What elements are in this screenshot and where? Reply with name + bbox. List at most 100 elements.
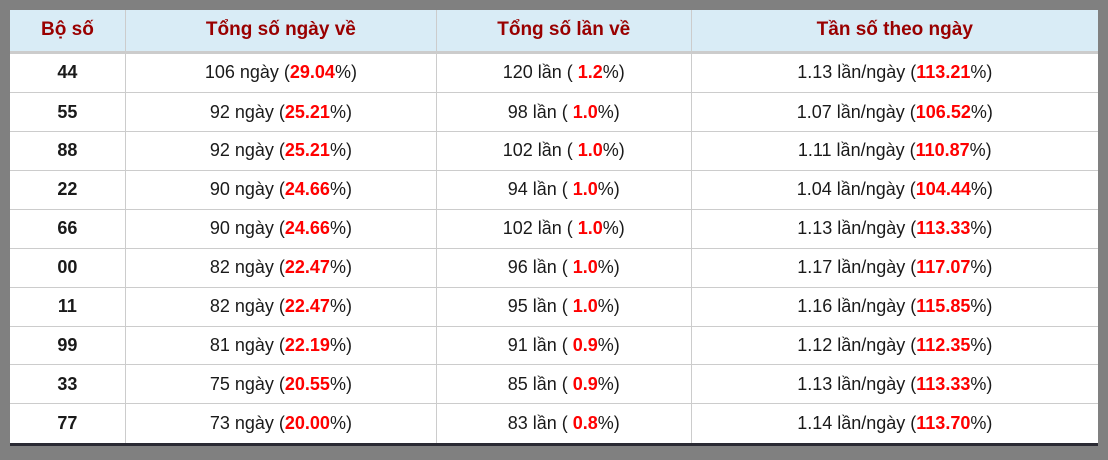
highlight-percent: 110.87: [915, 140, 970, 161]
highlight-percent: 25.21: [284, 140, 330, 161]
frequency-cell: 1.12 lần/ngày (112.35%): [690, 325, 1098, 365]
days-cell: 106 ngày (29.04%): [124, 52, 437, 93]
cell-text: 120 lần (: [502, 62, 578, 83]
days-cell: 90 ngày (24.66%): [124, 208, 437, 249]
pair-number-cell: 22: [10, 169, 126, 210]
cell-text: %): [602, 62, 625, 83]
cell-text: 90 ngày (: [209, 179, 285, 200]
days-cell: 81 ngày (22.19%): [124, 325, 437, 365]
cell-text: %): [970, 334, 993, 355]
cell-text: %): [597, 334, 620, 355]
table-row: 77 73 ngày (20.00%) 83 lần ( 0.8%) 1.14 lần…: [10, 403, 1098, 445]
cell-text: 1.11 lần/ngày (: [797, 140, 916, 161]
table-row: 11 82 ngày (22.47%) 95 lần ( 1.0%) 1.16 lần…: [10, 286, 1098, 326]
highlight-percent: 24.66: [284, 218, 330, 239]
table-row: 33 75 ngày (20.55%) 85 lần ( 0.9%) 1.13 lần…: [10, 364, 1098, 404]
cell-text: 92 ngày (: [209, 140, 285, 161]
pair-number-cell: 11: [10, 286, 126, 326]
cell-text: %): [602, 218, 625, 239]
cell-text: %): [334, 62, 357, 83]
cell-text: %): [970, 179, 993, 200]
frequency-cell: 1.13 lần/ngày (113.21%): [690, 52, 1098, 93]
days-cell: 90 ngày (24.66%): [124, 169, 437, 210]
cell-text: %): [597, 257, 620, 278]
highlight-percent: 1.0: [572, 296, 598, 317]
cell-text: 96 lần (: [507, 257, 573, 278]
pair-number-cell: 66: [10, 208, 126, 249]
times-cell: 83 lần ( 0.8%): [435, 403, 692, 445]
frequency-cell: 1.17 lần/ngày (117.07%): [690, 247, 1098, 288]
cell-text: 85 lần (: [507, 373, 573, 394]
frequency-cell: 1.07 lần/ngày (106.52%): [690, 92, 1098, 132]
cell-text: %): [597, 179, 620, 200]
cell-text: 1.13 lần/ngày (: [797, 62, 917, 83]
highlight-percent: 1.0: [572, 179, 598, 200]
cell-text: %): [597, 101, 620, 122]
times-cell: 91 lần ( 0.9%): [435, 325, 692, 365]
times-cell: 120 lần ( 1.2%): [435, 52, 692, 93]
highlight-percent: 117.07: [916, 257, 971, 278]
highlight-percent: 1.0: [572, 101, 598, 122]
cell-text: %): [329, 413, 352, 434]
highlight-percent: 113.33: [916, 218, 971, 239]
lottery-stats-table: Bộ số Tổng số ngày về Tổng số lần về Tần…: [10, 10, 1098, 446]
cell-text: %): [970, 296, 993, 317]
times-cell: 98 lần ( 1.0%): [435, 92, 692, 132]
days-cell: 92 ngày (25.21%): [124, 131, 437, 171]
highlight-percent: 113.33: [916, 373, 971, 394]
table-row: 22 90 ngày (24.66%) 94 lần ( 1.0%) 1.04 lần…: [10, 169, 1098, 210]
table-row: 99 81 ngày (22.19%) 91 lần ( 0.9%) 1.12 lần…: [10, 325, 1098, 365]
highlight-percent: 24.66: [284, 179, 330, 200]
cell-text: 1.13 lần/ngày (: [797, 218, 917, 239]
column-header-frequency: Tần số theo ngày: [690, 10, 1098, 54]
cell-text: %): [329, 296, 352, 317]
pair-number-cell: 77: [10, 403, 126, 445]
highlight-percent: 113.70: [916, 413, 971, 434]
highlight-percent: 1.2: [577, 62, 603, 83]
highlight-percent: 0.9: [572, 373, 598, 394]
highlight-percent: 115.85: [916, 296, 971, 317]
highlight-percent: 20.00: [284, 413, 330, 434]
cell-text: 81 ngày (: [209, 334, 285, 355]
cell-text: 82 ngày (: [209, 257, 285, 278]
highlight-percent: 0.8: [572, 413, 598, 434]
cell-text: %): [602, 140, 625, 161]
cell-text: 1.17 lần/ngày (: [797, 257, 917, 278]
table-row: 00 82 ngày (22.47%) 96 lần ( 1.0%) 1.17 lần…: [10, 247, 1098, 288]
times-cell: 94 lần ( 1.0%): [435, 169, 692, 210]
cell-text: 1.13 lần/ngày (: [797, 373, 917, 394]
days-cell: 92 ngày (25.21%): [124, 92, 437, 132]
cell-text: 102 lần (: [502, 218, 578, 239]
cell-text: 91 lần (: [507, 334, 573, 355]
cell-text: %): [329, 101, 352, 122]
column-header-total-times: Tổng số lần về: [435, 10, 692, 54]
highlight-percent: 113.21: [916, 62, 971, 83]
cell-text: %): [970, 373, 993, 394]
highlight-percent: 29.04: [289, 62, 335, 83]
table-header: Bộ số Tổng số ngày về Tổng số lần về Tần…: [10, 10, 1098, 54]
header-row: Bộ số Tổng số ngày về Tổng số lần về Tần…: [10, 10, 1098, 54]
highlight-percent: 1.0: [577, 218, 603, 239]
highlight-percent: 22.19: [284, 334, 330, 355]
table-row: 44 106 ngày (29.04%) 120 lần ( 1.2%) 1.13 l…: [10, 52, 1098, 93]
pair-number-cell: 00: [10, 247, 126, 288]
days-cell: 82 ngày (22.47%): [124, 247, 437, 288]
cell-text: %): [970, 413, 993, 434]
cell-text: %): [329, 257, 352, 278]
cell-text: %): [970, 257, 993, 278]
highlight-percent: 25.21: [284, 101, 330, 122]
cell-text: 82 ngày (: [209, 296, 285, 317]
highlight-percent: 20.55: [284, 373, 330, 394]
cell-text: 75 ngày (: [209, 373, 285, 394]
cell-text: 102 lần (: [502, 140, 578, 161]
times-cell: 102 lần ( 1.0%): [435, 131, 692, 171]
cell-text: 106 ngày (: [204, 62, 290, 83]
days-cell: 75 ngày (20.55%): [124, 364, 437, 404]
cell-text: 1.07 lần/ngày (: [796, 101, 916, 122]
frequency-cell: 1.13 lần/ngày (113.33%): [690, 208, 1098, 249]
cell-text: %): [329, 373, 352, 394]
table-row: 66 90 ngày (24.66%) 102 lần ( 1.0%) 1.13 lầ…: [10, 208, 1098, 249]
column-header-pair: Bộ số: [10, 10, 126, 54]
frequency-cell: 1.14 lần/ngày (113.70%): [690, 403, 1098, 445]
